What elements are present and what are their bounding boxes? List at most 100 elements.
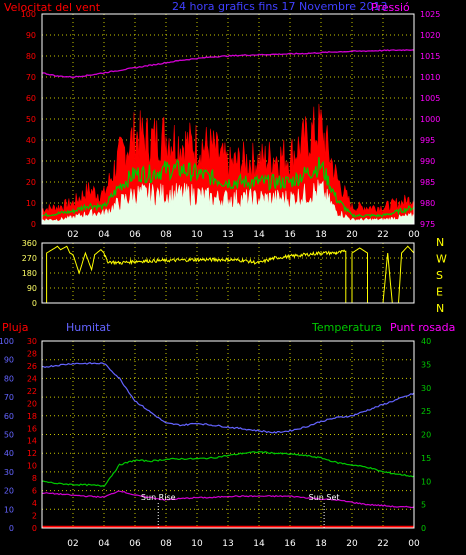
pressure-y-tick: 985 — [420, 178, 435, 187]
rain-y-tick: 26 — [27, 362, 37, 371]
pressure-label: Pressió — [371, 1, 410, 14]
temperature-y-tick: 35 — [421, 360, 431, 369]
humidity-series — [41, 362, 415, 434]
direction-y-tick: 180 — [22, 269, 37, 278]
rain-y-tick: 20 — [27, 399, 37, 408]
chart-title: 24 hora grafics fins 17 Novembre 2013 — [172, 0, 388, 13]
pressure-series — [41, 49, 415, 78]
temperature-y-tick: 25 — [421, 407, 431, 416]
rain-y-tick: 0 — [32, 524, 37, 533]
wind-y-tick: 0 — [31, 220, 36, 229]
humidity-y-tick: 70 — [4, 393, 14, 402]
wind-y-tick: 80 — [26, 52, 36, 61]
temperature-y-tick: 0 — [421, 524, 426, 533]
pressure-y-tick: 990 — [420, 157, 435, 166]
rain-y-tick: 24 — [27, 374, 37, 383]
direction-y-tick: 360 — [22, 239, 37, 248]
pressure-y-tick: 1005 — [420, 94, 440, 103]
compass-label: E — [436, 286, 443, 299]
wind-speed-label: Velocitat del vent — [4, 1, 101, 14]
direction-y-tick: 90 — [27, 284, 37, 293]
humidity-x-tick: 14 — [253, 539, 265, 549]
rain-y-tick: 14 — [27, 437, 37, 446]
wind-y-tick: 100 — [21, 10, 36, 19]
wind-avg-series — [41, 157, 415, 218]
humidity-y-tick: 50 — [4, 431, 14, 440]
temperature-y-tick: 15 — [421, 454, 431, 463]
pressure-y-tick: 1020 — [420, 31, 440, 40]
humidity-x-tick: 16 — [284, 539, 296, 549]
rain-y-tick: 2 — [32, 512, 37, 521]
rain-y-tick: 16 — [27, 424, 37, 433]
temperature-label: Temperatura — [311, 321, 382, 334]
pressure-y-tick: 1000 — [420, 115, 440, 124]
humidity-y-tick: 20 — [4, 487, 14, 496]
humidity-x-tick: 20 — [346, 539, 358, 549]
humidity-y-tick: 100 — [0, 337, 14, 346]
humidity-x-tick: 04 — [98, 539, 110, 549]
wind-y-tick: 10 — [26, 199, 36, 208]
humidity-x-tick: 00 — [408, 539, 420, 549]
wind-x-tick: 02 — [67, 230, 78, 240]
wind-x-tick: 22 — [377, 230, 388, 240]
direction-frame — [41, 242, 415, 304]
rain-y-tick: 28 — [27, 349, 37, 358]
humidity-x-tick: 06 — [129, 539, 141, 549]
wind-x-tick: 00 — [408, 230, 420, 240]
humidity-y-tick: 0 — [9, 524, 14, 533]
humidity-x-tick: 22 — [377, 539, 388, 549]
pressure-y-tick: 1015 — [420, 52, 440, 61]
humidity-y-tick: 60 — [4, 412, 14, 421]
humidity-y-tick: 10 — [4, 505, 14, 514]
rain-y-tick: 30 — [27, 337, 37, 346]
humidity-x-tick: 18 — [315, 539, 327, 549]
wind-x-tick: 08 — [160, 230, 172, 240]
wind-x-tick: 06 — [129, 230, 141, 240]
wind-y-tick: 40 — [26, 136, 36, 145]
wind-x-tick: 20 — [346, 230, 358, 240]
humidity-x-tick: 02 — [67, 539, 78, 549]
wind-direction-series — [42, 245, 415, 304]
temperature-y-tick: 20 — [421, 431, 431, 440]
dewpoint-label: Punt rosada — [390, 321, 455, 334]
wind-x-tick: 14 — [253, 230, 265, 240]
sunrise-label: Sun Rise — [141, 493, 176, 502]
temperature-y-tick: 40 — [421, 337, 431, 346]
temperature-y-tick: 5 — [421, 501, 426, 510]
dewpoint-series — [42, 490, 415, 509]
pressure-y-tick: 1025 — [420, 10, 440, 19]
humidity-y-tick: 90 — [4, 356, 14, 365]
wind-y-tick: 50 — [26, 115, 36, 124]
rain-y-tick: 8 — [32, 474, 37, 483]
wind-y-tick: 20 — [26, 178, 36, 187]
rain-y-tick: 6 — [32, 487, 37, 496]
compass-label: W — [436, 253, 447, 266]
temperature-series — [41, 450, 415, 487]
compass-label: S — [436, 269, 443, 282]
humidity-frame — [41, 340, 415, 529]
humidity-label: Humitat — [66, 321, 111, 334]
humidity-y-tick: 80 — [4, 374, 14, 383]
pressure-y-tick: 980 — [420, 199, 435, 208]
compass-label: N — [436, 302, 444, 315]
wind-x-tick: 13 — [222, 230, 233, 240]
direction-y-tick: 0 — [32, 299, 37, 308]
wind-y-tick: 60 — [26, 94, 36, 103]
wind-x-tick: 18 — [315, 230, 327, 240]
temperature-y-tick: 30 — [421, 384, 431, 393]
humidity-temperature-panel: Sun Rise Sun Set0102030405060708090100024… — [0, 337, 431, 549]
temperature-y-tick: 10 — [421, 477, 431, 486]
humidity-x-tick: 13 — [222, 539, 233, 549]
rain-y-tick: 4 — [32, 499, 37, 508]
wind-x-tick: 10 — [191, 230, 203, 240]
humidity-y-tick: 30 — [4, 468, 14, 477]
humidity-y-tick: 40 — [4, 449, 14, 458]
compass-label: N — [436, 236, 444, 249]
pressure-y-tick: 995 — [420, 136, 435, 145]
pressure-y-tick: 975 — [420, 220, 435, 229]
humidity-x-tick: 08 — [160, 539, 172, 549]
wind-x-tick: 04 — [98, 230, 110, 240]
wind-y-tick: 70 — [26, 73, 36, 82]
